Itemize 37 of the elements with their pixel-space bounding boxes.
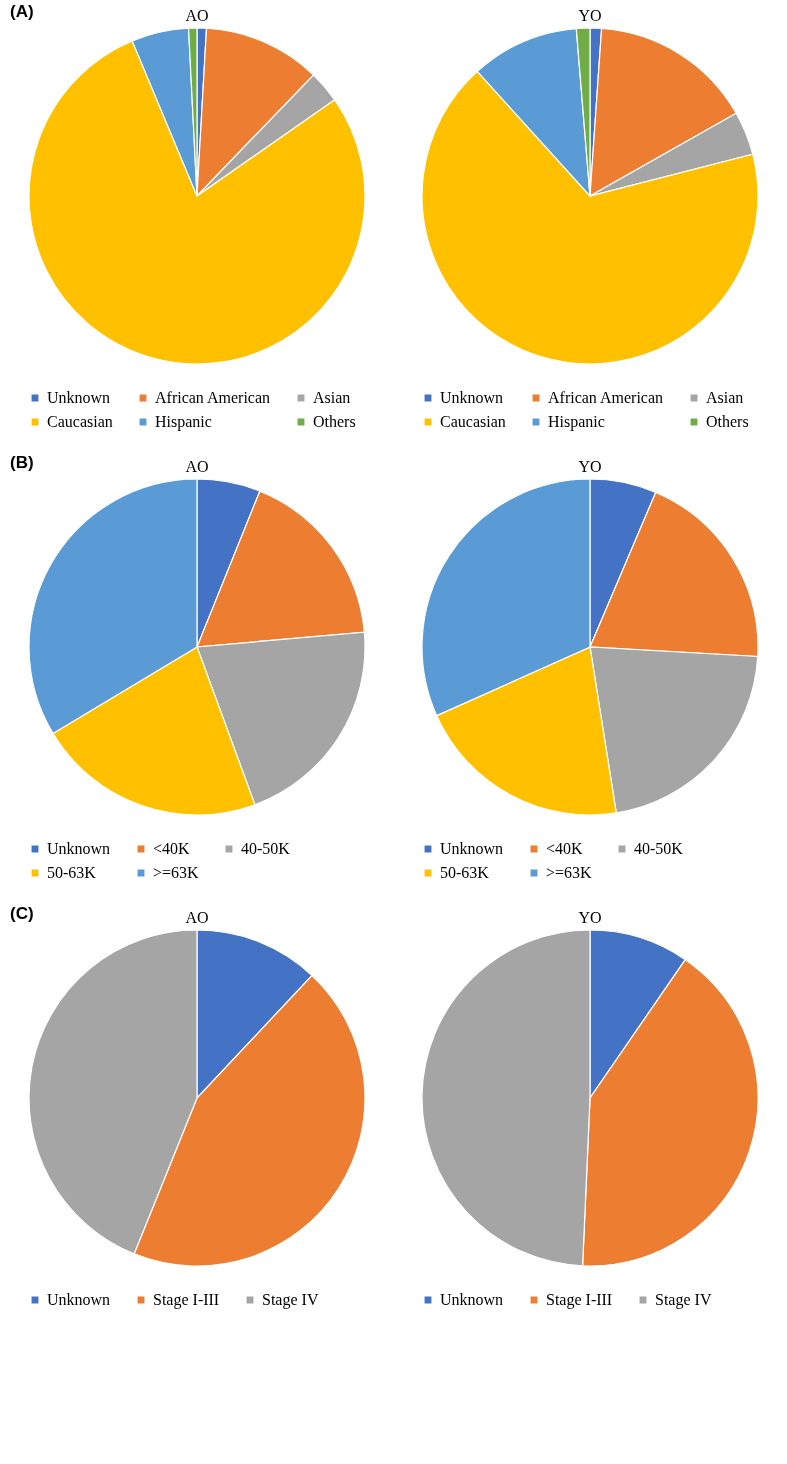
legend-label: Unknown (46, 1291, 110, 1308)
legend-label: African American (547, 389, 663, 406)
text: (C) (10, 904, 34, 924)
legend-label: 50-63K (439, 864, 489, 881)
legend-label: <40K (545, 840, 583, 857)
legend-label: Stage I-III (152, 1291, 219, 1309)
legend-label: >=63K (545, 864, 592, 881)
chart-title: AO (184, 6, 209, 24)
legend-label: >=63K (152, 864, 199, 881)
chart-title: AO (184, 457, 209, 475)
legend-label: 40-50K (633, 840, 683, 857)
legend-label: Stage I-III (545, 1291, 612, 1309)
chart-title: YO (577, 6, 602, 24)
legend-label: Asian (705, 389, 743, 406)
chart-title: YO (577, 457, 602, 475)
chart-title: AO (184, 908, 209, 926)
text: (B) (10, 453, 34, 473)
legend-label: Unknown (46, 389, 110, 406)
legend-label: Unknown (439, 840, 503, 857)
legend-label: Unknown (46, 840, 110, 857)
legend-label: Hispanic (154, 413, 212, 431)
legend-label: 50-63K (46, 864, 96, 881)
legend-label: Caucasian (46, 413, 113, 430)
legend-label: Stage IV (654, 1291, 712, 1309)
legend-label: Stage IV (261, 1291, 319, 1309)
legend-label: Caucasian (439, 413, 506, 430)
legend-label: African American (154, 389, 270, 406)
text: (A) (10, 2, 34, 22)
legend-label: 40-50K (240, 840, 290, 857)
legend-label: Hispanic (547, 413, 605, 431)
legend-label: Asian (312, 389, 350, 406)
legend-label: Others (312, 413, 356, 430)
legend-label: Unknown (439, 389, 503, 406)
legend-label: Others (705, 413, 749, 430)
legend-label: Unknown (439, 1291, 503, 1308)
legend-label: <40K (152, 840, 190, 857)
chart-title: YO (577, 908, 602, 926)
